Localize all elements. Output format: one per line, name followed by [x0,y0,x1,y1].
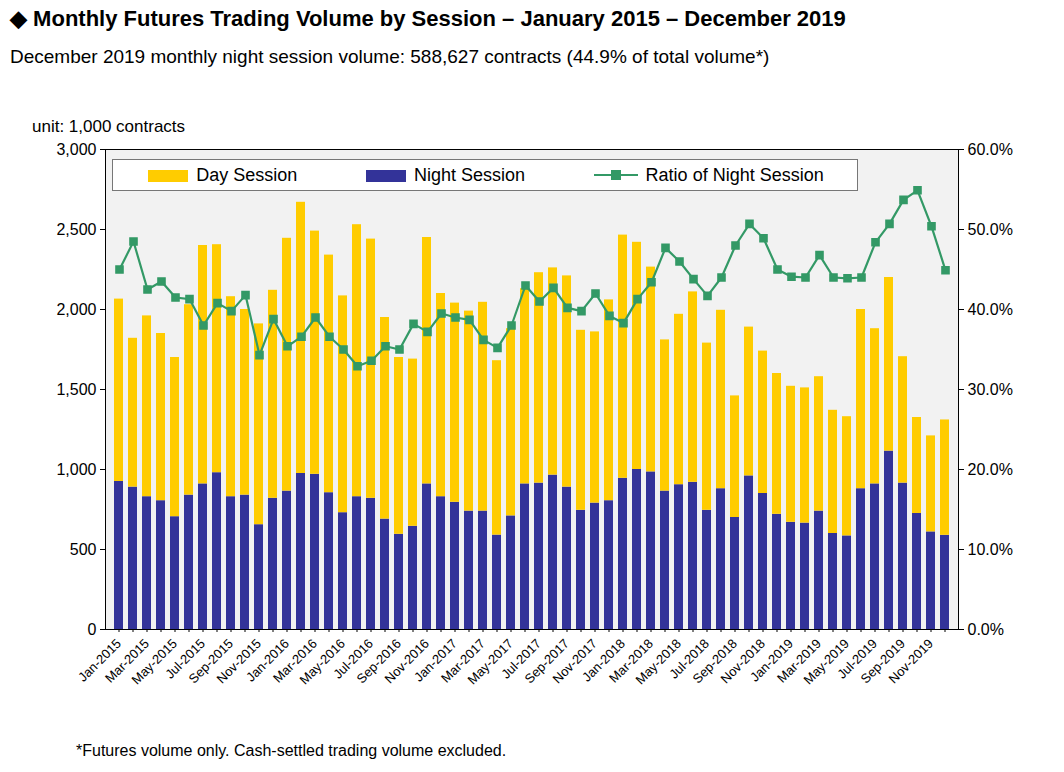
html-text:December 2019 monthly night se: December 2019 monthly night session volu… [10,46,770,67]
svg-text:Jul-2019: Jul-2019 [834,635,881,682]
svg-text:Sep-2016: Sep-2016 [353,635,405,687]
svg-text:Jul-2016: Jul-2016 [330,635,377,682]
svg-text:2,500: 2,500 [56,221,96,238]
svg-text:Jul-2015: Jul-2015 [162,635,209,682]
svg-text:20.0%: 20.0% [968,461,1013,478]
html-text:◆ Monthly Futures Trading Volu: ◆ Monthly Futures Trading Volume by Sess… [10,6,846,31]
svg-text:Jan-2016: Jan-2016 [243,635,293,685]
svg-text:30.0%: 30.0% [968,381,1013,398]
svg-text:Sep-2017: Sep-2017 [521,635,573,687]
svg-text:10.0%: 10.0% [968,541,1013,558]
svg-text:0: 0 [88,621,97,638]
svg-text:Sep-2019: Sep-2019 [857,635,909,687]
html-text:*Futures volume only. Cash-set: *Futures volume only. Cash-settled tradi… [76,742,507,759]
svg-text:Nov-2017: Nov-2017 [549,635,601,687]
svg-text:Nov-2018: Nov-2018 [717,635,769,687]
svg-text:May-2015: May-2015 [128,635,181,688]
svg-text:Mar-2017: Mar-2017 [438,635,489,686]
svg-text:Sep-2018: Sep-2018 [689,635,741,687]
svg-text:Nov-2019: Nov-2019 [886,636,936,686]
svg-text:Jul-2018: Jul-2018 [666,635,713,682]
svg-text:1,000: 1,000 [56,461,96,478]
svg-text:1,500: 1,500 [56,381,96,398]
svg-text:Jan-2019: Jan-2019 [747,635,797,685]
svg-text:40.0%: 40.0% [968,301,1013,318]
svg-text:Mar-2018: Mar-2018 [606,635,657,686]
svg-text:Jan-2015: Jan-2015 [75,635,125,685]
svg-text:Nov-2016: Nov-2016 [381,635,433,687]
svg-text:Mar-2015: Mar-2015 [102,635,153,686]
svg-text:May-2017: May-2017 [464,635,517,688]
svg-text:May-2019: May-2019 [800,635,853,688]
html-text:Day Session: Day Session [196,164,298,185]
svg-text:0.0%: 0.0% [968,621,1004,638]
svg-text:2,000: 2,000 [56,301,96,318]
svg-text:Mar-2016: Mar-2016 [270,635,321,686]
svg-text:Sep-2015: Sep-2015 [185,635,237,687]
svg-text:Jul-2017: Jul-2017 [498,635,545,682]
svg-text:Mar-2019: Mar-2019 [774,635,825,686]
html-text:Night Session: Night Session [414,164,525,185]
svg-text:Jan-2017: Jan-2017 [411,635,461,685]
svg-text:Nov-2015: Nov-2015 [213,635,265,687]
svg-text:May-2016: May-2016 [296,635,349,688]
svg-text:500: 500 [70,541,97,558]
svg-text:Jan-2018: Jan-2018 [579,635,629,685]
svg-text:3,000: 3,000 [56,141,96,158]
svg-text:60.0%: 60.0% [968,141,1013,158]
svg-text:May-2018: May-2018 [632,635,685,688]
html-text:Ratio of Night Session: Ratio of Night Session [645,164,824,185]
html-text:unit: 1,000 contracts: unit: 1,000 contracts [32,117,186,136]
svg-text:50.0%: 50.0% [968,221,1013,238]
